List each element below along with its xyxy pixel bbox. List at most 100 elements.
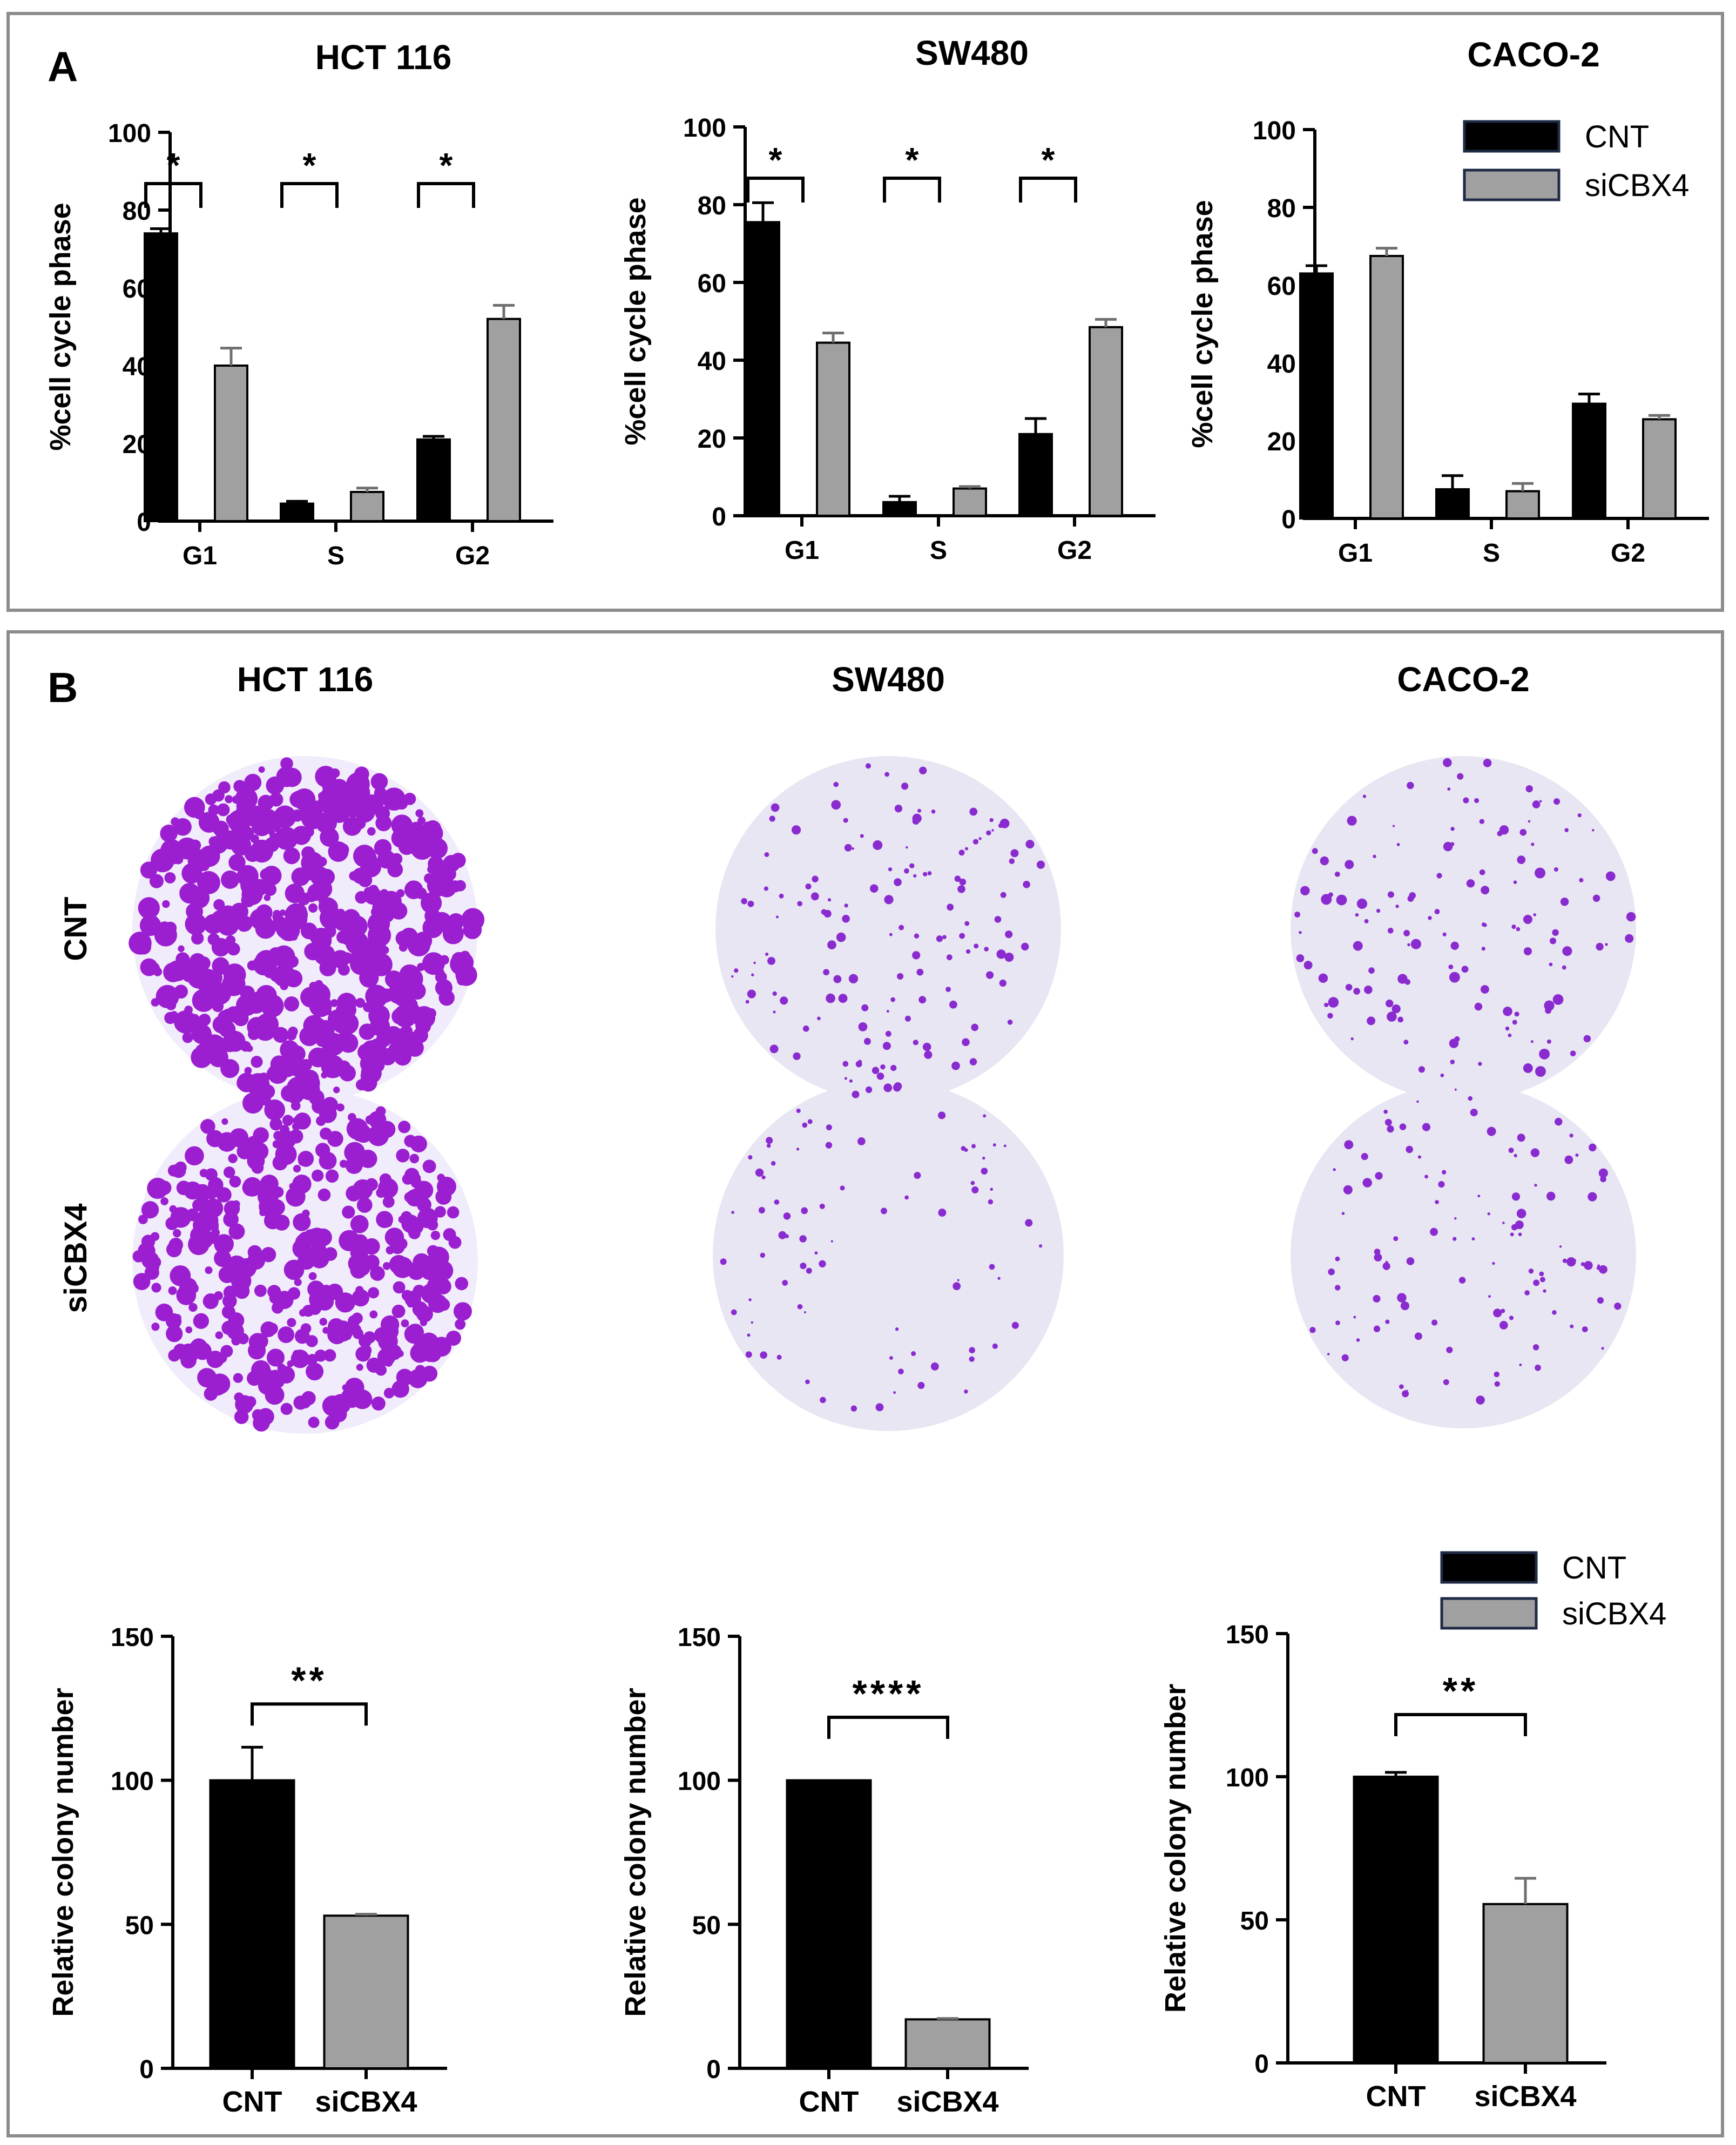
dish-hct116-sicbx4-colonies-colony [280, 1402, 293, 1415]
dish-hct116-sicbx4-colonies-colony [401, 1319, 409, 1327]
dish-hct116-cnt-colonies-colony [375, 806, 390, 821]
dish-hct116-sicbx4-colonies-colony [345, 1156, 363, 1174]
dish-hct116-sicbx4-colonies-colony [245, 1396, 256, 1408]
dish-sw480-cnt-colonies-colony [923, 872, 928, 876]
dish-hct116-sicbx4-colonies-colony [298, 1151, 314, 1167]
dish-hct116-sicbx4-colonies-colony [315, 1292, 334, 1311]
dish-sw480-cnt-colonies-colony [985, 971, 994, 979]
dish-hct116-sicbx4-colonies-colony [272, 1140, 281, 1149]
dish-sw480-cnt-colonies-colony [991, 829, 994, 832]
dish-hct116-cnt-colonies-colony [283, 847, 300, 865]
chart-0-bar-cnt-S [280, 502, 314, 522]
dish-caco2-sicbx4-colonies-colony [1511, 1192, 1521, 1201]
dish-hct116-sicbx4-colonies-colony [427, 1245, 440, 1257]
dish-caco2-cnt-colonies-colony [1479, 869, 1485, 875]
dish-sw480-cnt-colonies-colony [863, 1037, 871, 1045]
chart-1-axes: 0 20 40 60 80 100 %cell cycle phase SW480 [619, 33, 1156, 531]
dish-hct116-sicbx4-colonies-colony [433, 1260, 454, 1281]
dish-sw480-sicbx4-colonies-colony [802, 1122, 808, 1128]
dish-caco2-cnt-colonies-colony [1387, 1011, 1397, 1022]
dish-caco2-sicbx4-colonies-colony [1335, 1320, 1340, 1325]
dish-sw480-cnt-colonies-colony [884, 772, 890, 777]
dish-hct116-sicbx4-colonies-colony [270, 1381, 279, 1389]
dish-sw480-cnt-colonies-colony [1009, 858, 1015, 864]
dish-hct116-sicbx4-colonies-colony [234, 1392, 244, 1402]
dish-hct116-cnt-colonies-colony [171, 817, 180, 826]
chart-1-bar-sicbx4-G1 [816, 341, 850, 517]
dish-hct116-cnt-colonies-colony [240, 1041, 251, 1052]
dish-sw480-cnt-colonies-colony [865, 1086, 873, 1094]
dish-caco2-cnt-colonies-colony [1347, 815, 1357, 826]
dish-caco2-sicbx4-colonies-colony [1399, 1123, 1407, 1130]
chart-1-xtick-label-1: S [930, 536, 947, 565]
dish-sw480-cnt-colonies-colony [791, 825, 801, 835]
dish-hct116-cnt-colonies-colony [163, 962, 183, 982]
dish-hct116-sicbx4-colonies-colony [359, 1334, 372, 1348]
dish-hct116-sicbx4-colonies-colony [396, 1368, 414, 1386]
dish-sw480-cnt-colonies-colony [842, 915, 850, 923]
dish-hct116-cnt-colonies-colony [220, 1059, 240, 1078]
dish-caco2-sicbx4-colonies-colony [1470, 1109, 1478, 1117]
dish-caco2-cnt-colonies-colony [1481, 947, 1485, 951]
dish-sw480-sicbx4-colonies [720, 1090, 1043, 1412]
dish-caco2-cnt-colonies-colony [1428, 916, 1432, 920]
dish-sw480-cnt-colonies-colony [833, 975, 842, 983]
dish-sw480-cnt-colonies-colony [971, 1023, 979, 1031]
dish-hct116-cnt-colonies-colony [323, 1007, 332, 1015]
dish-sw480-sicbx4-colonies-colony [796, 1148, 800, 1151]
dish-caco2-cnt-colonies-colony [1391, 1004, 1401, 1014]
dish-hct116-cnt-colonies-colony [360, 849, 377, 867]
dish-caco2-cnt-colonies-colony [1511, 925, 1516, 929]
dish-hct116-sicbx4-colonies-colony [263, 1190, 278, 1204]
dish-hct116-sicbx4-colonies-colony [170, 1207, 192, 1228]
dish-caco2-cnt-colonies-colony [1505, 1026, 1510, 1031]
dish-caco2-sicbx4-colonies-colony [1487, 1212, 1490, 1216]
chart-2-axes: 0 20 40 60 80 100 %cell cycle phase CACO-2 [1186, 35, 1709, 534]
dish-sw480-cnt-colonies-colony [873, 840, 883, 850]
dish-hct116-sicbx4-colonies-colony [214, 1250, 232, 1267]
dish-hct116-sicbx4-colonies-colony [141, 1201, 159, 1219]
dish-caco2-sicbx4-colonies-colony [1546, 1191, 1556, 1201]
chart-1-ytick-label-0: 0 [712, 503, 726, 531]
dish-hct116-sicbx4-colonies-colony [286, 1087, 304, 1104]
dish-caco2-cnt-colonies-colony [1368, 967, 1375, 974]
dish-hct116-sicbx4-colonies-colony [251, 1360, 271, 1380]
legend-b-cnt-swatch [1440, 1551, 1538, 1584]
dish-hct116-sicbx4-colonies-colony [168, 1349, 181, 1362]
dish-hct116-sicbx4-colonies-colony [132, 1250, 145, 1263]
dish-hct116-sicbx4-colonies-colony [203, 1297, 211, 1304]
dish-hct116-cnt-colonies-colony [280, 757, 293, 770]
dish-hct116-cnt-colonies-colony [308, 1047, 328, 1068]
dish-sw480-cnt-colonies-colony [888, 867, 893, 872]
chart-2-xtick-label-2: G2 [1611, 539, 1645, 568]
dish-sw480-sicbx4-colonies-colony [895, 1327, 899, 1331]
dish-hct116-sicbx4-colonies-colony [306, 1362, 324, 1381]
dish-sw480-cnt-colonies-colony [889, 933, 893, 936]
dish-hct116-cnt-colonies-colony [191, 932, 204, 945]
dish-sw480-cnt-colonies-colony [1000, 892, 1007, 898]
chart-2-xtick-label-1: S [1483, 539, 1500, 568]
dish-hct116-cnt-colonies-colony [286, 955, 299, 968]
dish-hct116-sicbx4-colonies-colony [318, 1188, 331, 1202]
dish-caco2-cnt-colonies-colony [1533, 913, 1536, 916]
dish-hct116-sicbx4-colonies-colony [367, 1125, 389, 1146]
dish-sw480-cnt-colonies-colony [959, 933, 965, 939]
dish-hct116-sicbx4-colonies-colony [293, 1395, 308, 1410]
dish-caco2-cnt-colonies-colony [1474, 1002, 1483, 1011]
dish-hct116-sicbx4-colonies-colony [178, 1343, 199, 1364]
dish-hct116-sicbx4-colonies-colony [309, 1249, 329, 1269]
dish-hct116-cnt-colonies-colony [395, 797, 408, 810]
dish-hct116-cnt-colonies-colony [320, 827, 339, 847]
row-label-cnt: CNT [58, 896, 93, 961]
dish-hct116-sicbx4-colonies-colony [391, 1304, 406, 1318]
dish-sw480-sicbx4-colonies-colony [766, 1143, 771, 1148]
dish-hct116-sicbx4-colonies-colony [366, 1357, 382, 1373]
dish-sw480-cnt-colonies-colony [904, 868, 909, 874]
dish-hct116-cnt-colonies-colony [197, 956, 211, 970]
dish-sw480-sicbx4-colonies-colony [992, 1143, 996, 1147]
dish-hct116-cnt-colonies-colony [188, 1019, 204, 1035]
dish-caco2-cnt-colonies-colony [1457, 773, 1464, 780]
dish-sw480-cnt-colonies-colony [994, 916, 1002, 923]
dish-hct116-cnt-colonies-colony [148, 962, 160, 974]
chart-1-ytick-label-3: 60 [698, 269, 726, 298]
